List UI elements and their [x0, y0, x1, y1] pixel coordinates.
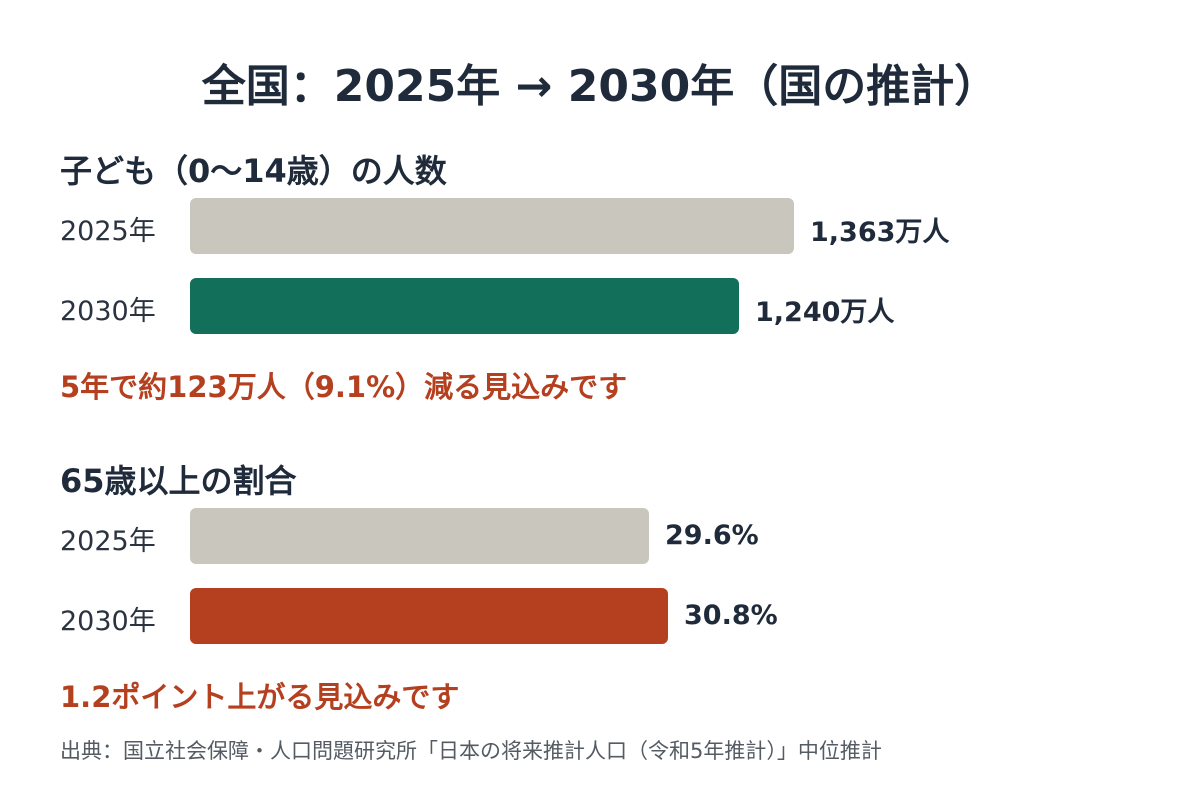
source-note: 出典：国立社会保障・人口問題研究所「日本の将来推計人口（令和5年推計）」中位推計 — [60, 739, 882, 763]
children-section-title: 子ども（0〜14歳）の人数 — [60, 152, 447, 190]
children-annotation: 5年で約123万人（9.1%）減る見込みです — [60, 370, 628, 404]
children-value-2025: 1,363万人 — [810, 217, 950, 248]
elderly-row-label-2030: 2030年 — [60, 606, 156, 637]
elderly-bar-2025 — [190, 508, 649, 564]
children-value-2030: 1,240万人 — [755, 297, 895, 328]
elderly-row-label-2025: 2025年 — [60, 526, 156, 557]
children-row-label-2025: 2025年 — [60, 216, 156, 247]
children-bar-2025 — [190, 198, 794, 254]
children-bar-2030 — [190, 278, 739, 334]
children-row-label-2030: 2030年 — [60, 296, 156, 327]
elderly-value-2025: 29.6% — [665, 520, 759, 551]
elderly-annotation: 1.2ポイント上がる見込みです — [60, 680, 460, 714]
chart-title: 全国：2025年 → 2030年（国の推計） — [201, 61, 999, 112]
elderly-bar-2030 — [190, 588, 668, 644]
elderly-section-title: 65歳以上の割合 — [60, 462, 297, 500]
elderly-value-2030: 30.8% — [684, 600, 778, 631]
